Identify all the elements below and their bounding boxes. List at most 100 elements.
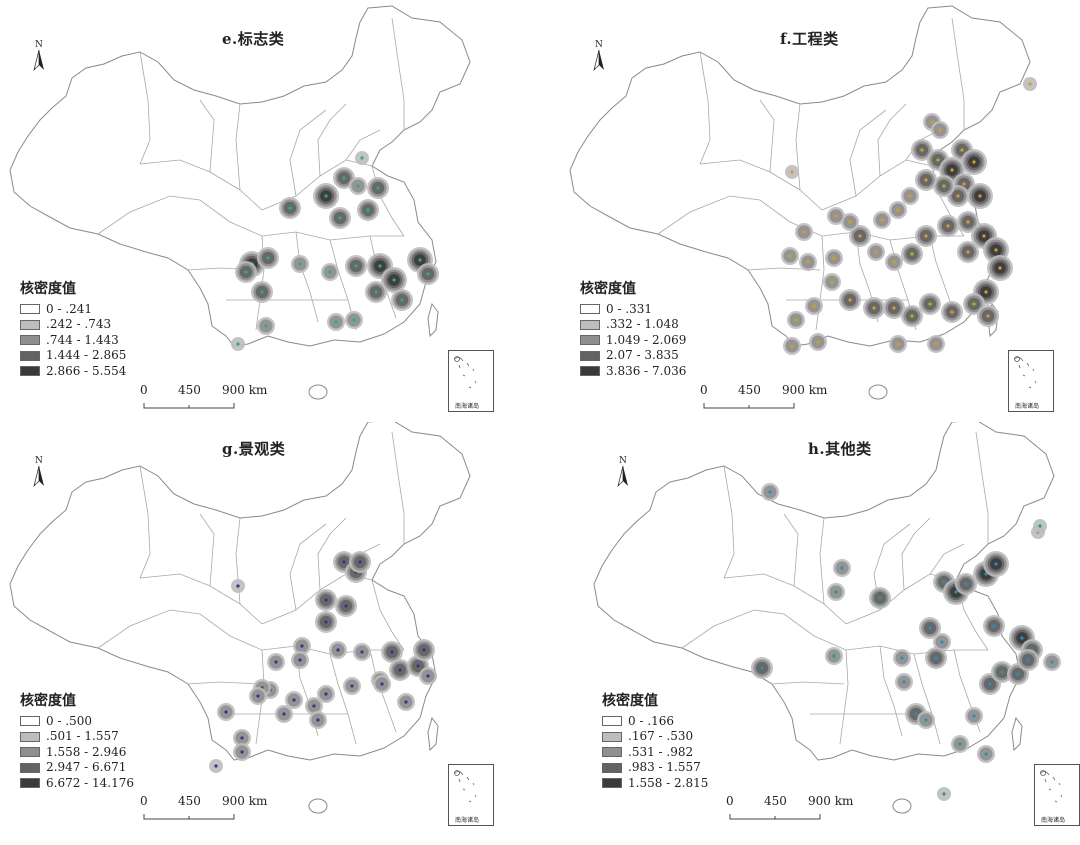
north-arrow: N [592, 40, 606, 74]
site-point [328, 270, 332, 274]
legend-swatch [20, 335, 40, 346]
province-boundary [849, 109, 887, 197]
province-boundary [295, 231, 319, 323]
legend-swatch [602, 747, 622, 758]
province-boundary [813, 635, 988, 655]
legend-label: 2.947 - 6.671 [46, 760, 127, 774]
legend-row: .744 - 1.443 [20, 333, 126, 349]
inset-label: 南海诸岛 [455, 403, 480, 410]
legend-label: .744 - 1.443 [46, 332, 119, 347]
site-point [924, 234, 928, 238]
legend-label: 2.07 - 3.835 [606, 348, 679, 362]
north-arrow: N [616, 456, 630, 490]
inset-south-china-sea: 南海诸岛 [1034, 764, 1080, 826]
site-point [928, 626, 932, 630]
site-point [896, 208, 900, 212]
site-point [392, 278, 396, 282]
site-point [994, 248, 998, 252]
scale-tick-label: 0 [726, 794, 734, 808]
map-panel-h: h.其他类 核密度值 0 - .166 .167 - .530 .531 - .… [540, 422, 1080, 844]
site-point [422, 648, 426, 652]
legend-label: 1.444 - 2.865 [46, 348, 127, 362]
legend-row: .531 - .982 [602, 745, 708, 761]
site-point [790, 170, 794, 174]
legend-swatch [580, 350, 600, 361]
site-point [972, 714, 976, 718]
site-point [960, 148, 964, 152]
site-point [892, 306, 896, 310]
site-point [878, 596, 882, 600]
inset-south-china-sea: 南海诸岛 [448, 764, 494, 826]
province-boundary [723, 465, 735, 579]
legend-swatch [580, 319, 600, 330]
legend: 核密度值 0 - .331 .332 - 1.048 1.049 - 2.069… [580, 281, 687, 379]
province-boundary [391, 431, 405, 544]
legend-row: 0 - .166 [602, 714, 708, 730]
site-point [830, 280, 834, 284]
site-point [416, 664, 420, 668]
legend-swatch [580, 335, 600, 346]
legend-label: 1.558 - 2.815 [628, 775, 709, 790]
legend-label: 6.672 - 14.176 [46, 775, 135, 790]
site-point [1026, 658, 1030, 662]
site-point [832, 256, 836, 260]
site-point [936, 158, 940, 162]
province-boundary [681, 609, 815, 649]
site-point [942, 184, 946, 188]
province-boundary [815, 235, 825, 331]
scale-tick-label: 900 km [222, 383, 268, 397]
legend: 核密度值 0 - .241 .242 - .743 .744 - 1.443 1… [20, 281, 127, 380]
legend-title: 核密度值 [20, 693, 76, 709]
north-label: N [35, 456, 43, 466]
site-point [236, 584, 240, 588]
site-point [266, 256, 270, 260]
panel-title: h.其他类 [808, 440, 872, 458]
site-point [972, 302, 976, 306]
province-boundary [317, 103, 347, 177]
china-map [569, 5, 1037, 400]
scale-line [143, 403, 235, 409]
site-point [224, 710, 228, 714]
legend-row: 1.558 - 2.946 [20, 745, 134, 761]
site-point [236, 342, 240, 346]
legend-label: .332 - 1.048 [606, 317, 679, 331]
site-point [360, 156, 364, 160]
legend-row: 2.07 - 3.835 [580, 348, 686, 364]
site-point [946, 224, 950, 228]
scale-tick-label: 0 [700, 383, 708, 397]
province-boundary [699, 51, 711, 165]
site-point [374, 290, 378, 294]
legend-label: .167 - .530 [628, 729, 694, 743]
legend-row: 2.866 - 5.554 [20, 364, 126, 380]
site-point [300, 644, 304, 648]
province-boundary [229, 635, 404, 655]
site-point [360, 650, 364, 654]
site-point [840, 566, 844, 570]
legend-label: .983 - 1.557 [628, 760, 701, 774]
legend-label: 3.836 - 7.036 [606, 363, 687, 378]
legend-label: 0 - .241 [46, 301, 93, 316]
legend-title: 核密度值 [20, 281, 76, 297]
hainan-island [308, 384, 328, 400]
scale-line [703, 403, 795, 409]
province-boundary [97, 609, 231, 649]
site-point [342, 176, 346, 180]
hainan-island [892, 798, 912, 814]
province-boundary [371, 579, 405, 651]
site-point [902, 680, 906, 684]
inset-south-china-sea: 南海诸岛 [448, 350, 494, 412]
legend-title: 核密度值 [602, 693, 658, 709]
site-point [1038, 524, 1042, 528]
province-boundary [819, 517, 825, 605]
scale-tick-label: 450 [178, 794, 201, 808]
province-boundary [839, 649, 849, 745]
scale-tick-label: 450 [738, 383, 761, 397]
legend-label: 0 - .500 [46, 713, 93, 728]
province-boundary [97, 195, 231, 235]
map-panel-e: e.标志类 核密度值 0 - .241 .242 - .743 .744 - 1… [0, 0, 540, 422]
north-arrow: N [32, 40, 46, 74]
province-boundary [317, 517, 347, 591]
legend-swatch [20, 731, 40, 742]
site-point [354, 264, 358, 268]
legend-label: 2.866 - 5.554 [46, 363, 127, 378]
